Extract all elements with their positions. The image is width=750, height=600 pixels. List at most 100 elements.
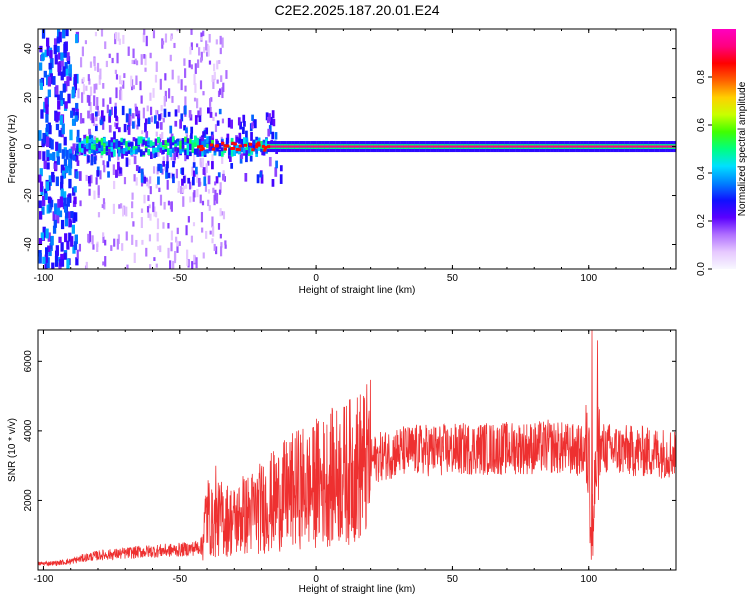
heatmap-cell <box>178 241 181 246</box>
heatmap-cell <box>504 145 508 148</box>
heatmap-cell <box>343 145 347 148</box>
heatmap-cell <box>225 70 228 79</box>
heatmap-cell <box>613 145 617 148</box>
heatmap-cell <box>45 228 49 239</box>
heatmap-cell <box>56 207 60 216</box>
heatmap-cell <box>130 115 133 126</box>
snr-panel: -100 -50 0 50 100 2000 4000 6000 Height of str… <box>7 329 677 595</box>
heatmap-cell <box>190 133 193 140</box>
heatmap-cell <box>188 110 192 118</box>
heatmap-cell <box>81 143 84 151</box>
heatmap-cell <box>125 113 129 123</box>
heatmap-cell <box>172 176 175 184</box>
colorbar-tick-label: 0.8 <box>696 70 707 84</box>
heatmap-cell <box>114 109 117 118</box>
heatmap-cell <box>38 200 42 209</box>
heatmap-cell <box>202 91 205 96</box>
heatmap-cell <box>206 52 209 57</box>
heatmap-cell <box>160 105 163 112</box>
heatmap-cell <box>187 216 190 223</box>
heatmap-cell <box>137 118 141 127</box>
heatmap-cell <box>594 145 598 148</box>
heatmap-cell <box>192 162 196 168</box>
heatmap-cell <box>120 80 124 85</box>
heatmap-cell <box>654 145 658 148</box>
heatmap-cell <box>262 151 266 156</box>
heatmap-cell <box>115 143 119 149</box>
heatmap-cell <box>110 137 114 143</box>
heatmap-cell <box>215 246 218 255</box>
heatmap-cell <box>237 117 241 126</box>
heatmap-cell <box>112 203 116 214</box>
heatmap-cell <box>181 144 185 149</box>
heatmap-cell <box>64 62 68 69</box>
snr-y-tick-label: 2000 <box>23 489 34 512</box>
heatmap-cell <box>176 227 179 235</box>
heatmap-cell <box>143 29 146 35</box>
heatmap-cell <box>216 60 219 70</box>
heatmap-cell <box>53 44 57 55</box>
heatmap-cell <box>108 151 111 162</box>
heatmap-cell <box>108 145 111 152</box>
heatmap-cell <box>153 206 156 217</box>
heatmap-cell <box>120 90 123 101</box>
heatmap-cell <box>455 145 459 148</box>
heatmap-cell <box>79 200 82 207</box>
heatmap-cell <box>211 216 214 228</box>
heatmap-cell <box>54 163 58 170</box>
heatmap-cell <box>670 145 674 148</box>
heatmap-cell <box>271 179 275 187</box>
heatmap-cell <box>362 145 366 148</box>
spectrogram-y-tick-label: 0 <box>23 143 34 149</box>
heatmap-cell <box>436 145 439 148</box>
heatmap-cell <box>378 145 382 148</box>
heatmap-cell <box>176 138 180 143</box>
heatmap-cell <box>79 57 83 68</box>
heatmap-cell <box>60 175 64 185</box>
heatmap-cell <box>591 145 595 148</box>
heatmap-cell <box>198 47 201 56</box>
heatmap-cell <box>286 145 289 148</box>
heatmap-cell <box>56 36 60 44</box>
heatmap-cell <box>66 240 70 250</box>
heatmap-cell <box>44 254 48 263</box>
heatmap-cell <box>208 33 211 43</box>
heatmap-cell <box>40 232 44 241</box>
heatmap-cell <box>474 145 478 148</box>
heatmap-cell <box>140 208 144 213</box>
heatmap-cell <box>259 171 263 178</box>
heatmap-cell <box>68 158 72 168</box>
heatmap-cell <box>100 144 104 151</box>
heatmap-cell <box>207 107 210 114</box>
heatmap-cell <box>57 111 61 121</box>
heatmap-cell <box>213 71 216 81</box>
heatmap-cell <box>359 145 363 148</box>
heatmap-cell <box>196 188 199 198</box>
heatmap-cell <box>40 109 44 119</box>
heatmap-cell <box>215 192 219 204</box>
heatmap-cell <box>173 157 176 164</box>
heatmap-cell <box>190 235 194 243</box>
heatmap-cell <box>346 145 349 148</box>
heatmap-cell <box>147 143 151 148</box>
heatmap-cell <box>367 145 371 148</box>
heatmap-cell <box>143 194 146 204</box>
heatmap-cell <box>222 211 226 220</box>
colorbar-ticks: 0.0 0.2 0.4 0.6 0.8 <box>696 70 712 276</box>
heatmap-cell <box>605 145 608 148</box>
heatmap-cell <box>131 113 135 119</box>
heatmap-cell <box>252 139 256 144</box>
heatmap-cell <box>348 145 352 148</box>
heatmap-cell <box>66 258 70 269</box>
heatmap-cell <box>58 236 62 243</box>
heatmap-cell <box>163 108 167 118</box>
heatmap-cell <box>189 143 192 151</box>
heatmap-cell <box>175 148 179 157</box>
heatmap-cell <box>120 148 124 154</box>
heatmap-cell <box>127 46 130 56</box>
heatmap-cell <box>88 147 92 154</box>
heatmap-cell <box>177 147 180 159</box>
heatmap-cell <box>93 151 97 156</box>
heatmap-cell <box>43 160 47 170</box>
